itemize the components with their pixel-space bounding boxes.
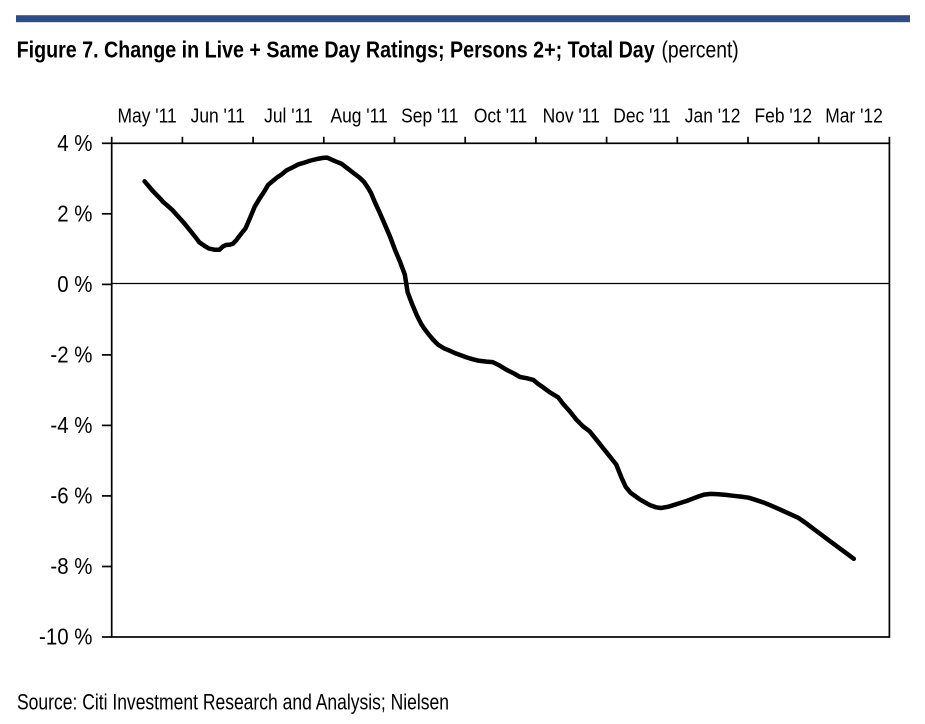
- svg-text:Jun '11: Jun '11: [191, 105, 245, 128]
- svg-text:(percent): (percent): [662, 38, 739, 63]
- svg-text:Feb '12: Feb '12: [755, 105, 813, 128]
- svg-text:Sep '11: Sep '11: [401, 105, 458, 128]
- svg-text:2 %: 2 %: [57, 200, 92, 226]
- svg-text:0 %: 0 %: [57, 271, 92, 297]
- svg-text:Source: Citi Investment Resear: Source: Citi Investment Research and Ana…: [17, 691, 449, 715]
- svg-text:Dec '11: Dec '11: [613, 105, 670, 128]
- svg-text:May '11: May '11: [118, 105, 177, 128]
- svg-text:-10 %: -10 %: [39, 623, 92, 649]
- svg-text:-4 %: -4 %: [50, 412, 92, 438]
- svg-text:Figure 7. Change in Live + Sam: Figure 7. Change in Live + Same Day Rati…: [17, 37, 655, 63]
- svg-text:Mar '12: Mar '12: [825, 105, 883, 128]
- svg-text:Jan '12: Jan '12: [685, 105, 741, 128]
- svg-text:Jul '11: Jul '11: [264, 105, 313, 128]
- svg-text:Oct '11: Oct '11: [474, 105, 527, 128]
- svg-text:Nov '11: Nov '11: [543, 105, 600, 128]
- svg-text:-2 %: -2 %: [50, 341, 92, 367]
- svg-text:-8 %: -8 %: [50, 553, 92, 579]
- svg-text:-6 %: -6 %: [50, 482, 92, 508]
- svg-text:Aug '11: Aug '11: [330, 105, 387, 128]
- svg-text:4 %: 4 %: [57, 130, 92, 156]
